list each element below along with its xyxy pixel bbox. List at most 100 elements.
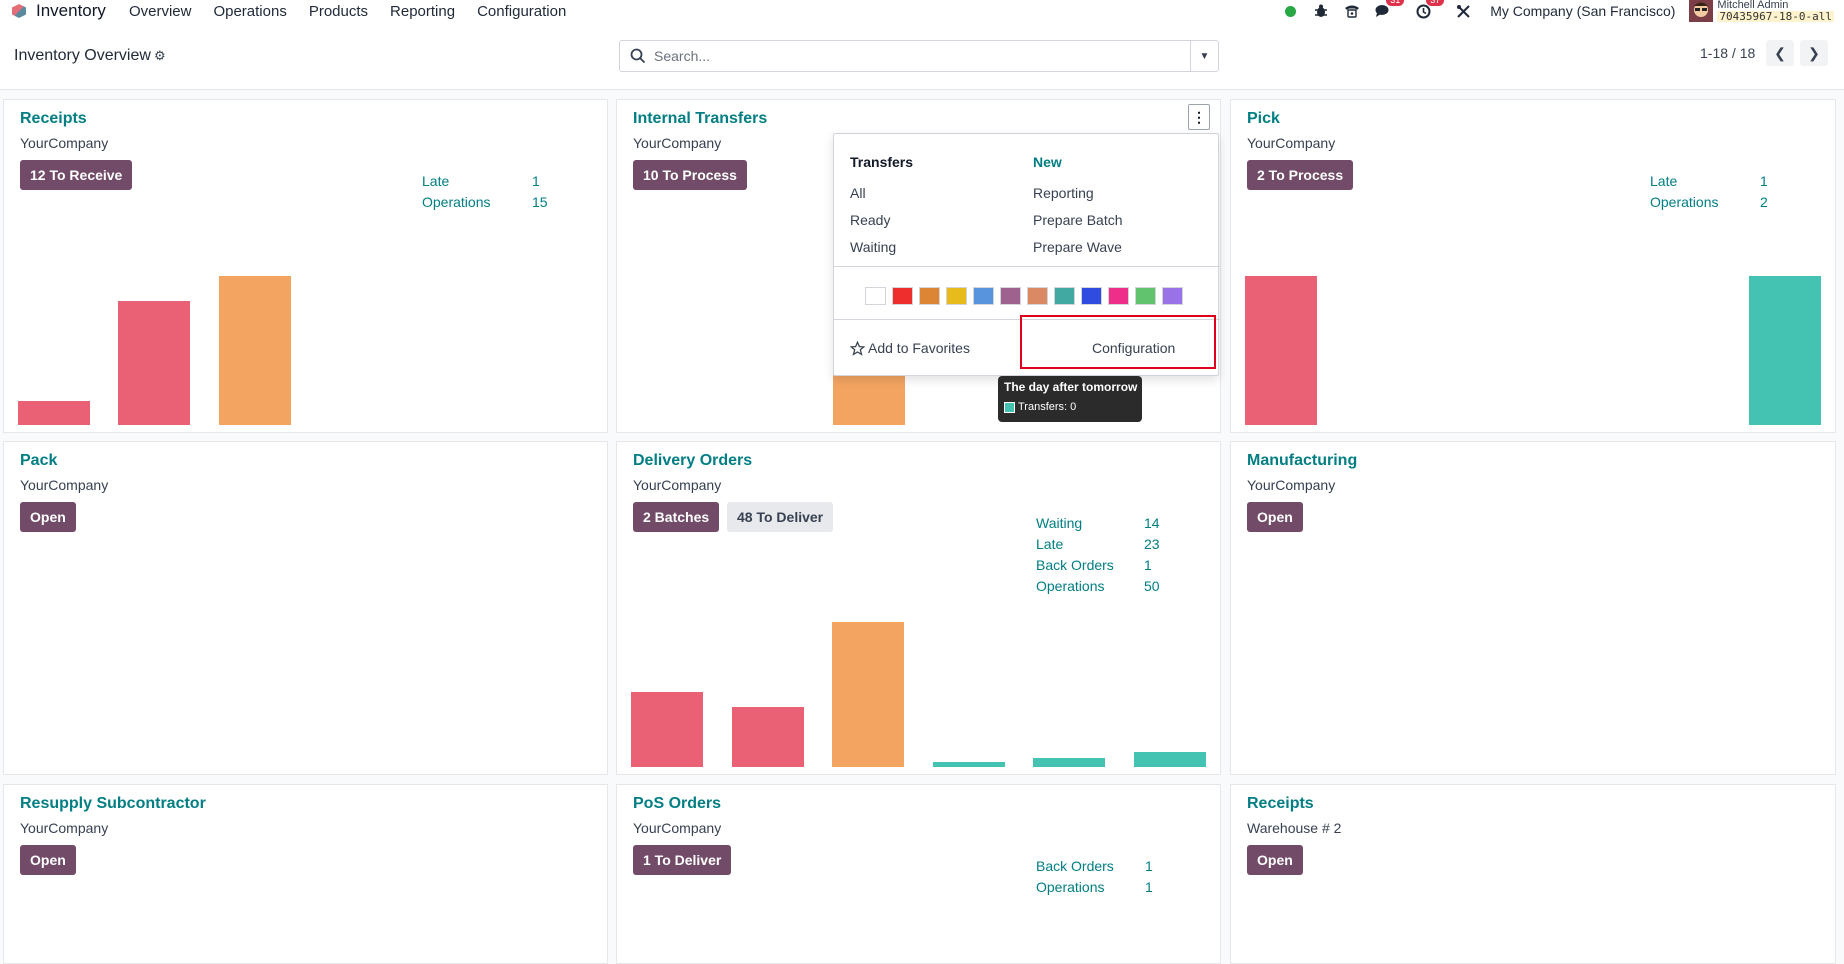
- stat-operations-value[interactable]: 15: [532, 194, 548, 210]
- phone-icon[interactable]: [1341, 0, 1363, 22]
- messages-icon[interactable]: 31: [1372, 0, 1405, 22]
- status-online-icon: [1279, 0, 1301, 22]
- menu-reporting[interactable]: Reporting: [390, 2, 456, 20]
- configuration-item[interactable]: Configuration: [1092, 340, 1176, 356]
- tools-icon[interactable]: [1452, 0, 1474, 22]
- chart-bar[interactable]: [832, 622, 904, 767]
- stat-late-label[interactable]: Late: [1650, 173, 1678, 189]
- to-deliver-button[interactable]: 1 To Deliver: [633, 845, 732, 875]
- open-button[interactable]: Open: [1247, 502, 1303, 532]
- stat-waiting-value[interactable]: 14: [1144, 515, 1160, 531]
- chart-bar[interactable]: [833, 375, 905, 425]
- app-name[interactable]: Inventory: [36, 1, 106, 20]
- color-swatch[interactable]: [1054, 287, 1075, 305]
- stat-operations-label[interactable]: Operations: [1036, 578, 1105, 594]
- color-swatch[interactable]: [1162, 287, 1183, 305]
- batches-button[interactable]: 2 Batches: [633, 502, 720, 532]
- chart-bar[interactable]: [1033, 758, 1105, 767]
- stat-operations-label[interactable]: Operations: [1036, 879, 1105, 895]
- menu-overview[interactable]: Overview: [128, 2, 192, 20]
- color-swatch[interactable]: [919, 287, 940, 305]
- stat-back-orders-label[interactable]: Back Orders: [1036, 557, 1114, 573]
- bug-icon[interactable]: [1310, 0, 1332, 22]
- card-title[interactable]: Delivery Orders: [633, 452, 753, 469]
- to-process-button[interactable]: 2 To Process: [1247, 160, 1354, 190]
- stat-late-label[interactable]: Late: [422, 173, 450, 189]
- prepare-batch-item[interactable]: Prepare Batch: [1033, 212, 1123, 228]
- color-swatch[interactable]: [1135, 287, 1156, 305]
- stat-late-value[interactable]: 23: [1144, 536, 1160, 552]
- transfers-ready-item[interactable]: Ready: [850, 212, 891, 228]
- color-swatch[interactable]: [973, 287, 994, 305]
- chart-bar[interactable]: [1245, 276, 1317, 425]
- menu-operations[interactable]: Operations: [213, 2, 287, 20]
- card-title[interactable]: Receipts: [20, 110, 87, 127]
- chart-bar[interactable]: [1134, 752, 1206, 767]
- to-process-button[interactable]: 10 To Process: [633, 160, 747, 190]
- transfers-waiting-item[interactable]: Waiting: [850, 239, 897, 255]
- card-title[interactable]: Manufacturing: [1247, 452, 1358, 469]
- card-title[interactable]: Internal Transfers: [633, 110, 768, 127]
- add-to-favorites-item[interactable]: Add to Favorites: [850, 340, 970, 356]
- card-title[interactable]: Pack: [20, 452, 58, 469]
- chart-bar[interactable]: [732, 707, 804, 767]
- color-swatch[interactable]: [892, 287, 913, 305]
- search-input[interactable]: [654, 48, 1194, 64]
- card-title[interactable]: Resupply Subcontractor: [20, 795, 206, 812]
- stat-operations-value[interactable]: 1: [1145, 879, 1153, 895]
- pager-previous-button[interactable]: ❮: [1766, 40, 1794, 66]
- card-menu-kebab-icon[interactable]: ⋮: [1188, 104, 1210, 130]
- to-deliver-button[interactable]: 48 To Deliver: [727, 502, 834, 532]
- chart-tooltip: The day after tomorrow Transfers: 0: [998, 376, 1142, 422]
- stat-operations-value[interactable]: 50: [1144, 578, 1160, 594]
- reporting-item[interactable]: Reporting: [1033, 185, 1094, 201]
- user-menu[interactable]: Mitchell Admin 70435967-18-0-all: [1717, 0, 1834, 22]
- color-swatch[interactable]: [946, 287, 967, 305]
- stat-operations-value[interactable]: 2: [1760, 194, 1768, 210]
- chart-bar[interactable]: [18, 401, 90, 425]
- stat-late-label[interactable]: Late: [1036, 536, 1064, 552]
- color-swatch[interactable]: [1081, 287, 1102, 305]
- stat-waiting-label[interactable]: Waiting: [1036, 515, 1083, 531]
- company-switcher[interactable]: My Company (San Francisco): [1490, 3, 1676, 19]
- chart-bar[interactable]: [631, 692, 703, 767]
- menu-products[interactable]: Products: [308, 2, 369, 20]
- chart-bar[interactable]: [1749, 276, 1821, 425]
- to-receive-button[interactable]: 12 To Receive: [20, 160, 133, 190]
- chart-bar[interactable]: [933, 762, 1005, 767]
- stat-operations-label[interactable]: Operations: [1650, 194, 1719, 210]
- stat-back-orders-value[interactable]: 1: [1144, 557, 1152, 573]
- menu-configuration[interactable]: Configuration: [477, 2, 567, 20]
- card-receipts-warehouse-2: Receipts Warehouse # 2 Open: [1230, 784, 1836, 964]
- pager-value[interactable]: 1-18 / 18: [1700, 45, 1756, 61]
- stat-operations-label[interactable]: Operations: [422, 194, 491, 210]
- open-button[interactable]: Open: [20, 845, 76, 875]
- card-title[interactable]: Pick: [1247, 110, 1280, 127]
- transfers-all-item[interactable]: All: [850, 185, 866, 201]
- chart-bar[interactable]: [219, 276, 291, 425]
- stat-late-value[interactable]: 1: [532, 173, 540, 189]
- stat-back-orders-label[interactable]: Back Orders: [1036, 858, 1114, 874]
- color-swatch[interactable]: [1000, 287, 1021, 305]
- inventory-app-icon[interactable]: [12, 4, 26, 18]
- activities-icon[interactable]: 37: [1412, 0, 1445, 22]
- activities-badge: 37: [1426, 0, 1445, 6]
- search-options-toggle[interactable]: ▼: [1190, 41, 1218, 71]
- color-swatch[interactable]: [1027, 287, 1048, 305]
- card-title[interactable]: PoS Orders: [633, 795, 722, 812]
- open-button[interactable]: Open: [1247, 845, 1303, 875]
- card-company: YourCompany: [1247, 135, 1336, 151]
- pager-next-button[interactable]: ❯: [1800, 40, 1828, 66]
- color-swatch[interactable]: [1108, 287, 1129, 305]
- chart-bar[interactable]: [118, 301, 190, 425]
- divider: [834, 266, 1220, 267]
- gear-icon[interactable]: ⚙: [153, 48, 166, 63]
- card-pos-orders: PoS Orders YourCompany 1 To Deliver Back…: [616, 784, 1221, 964]
- user-avatar[interactable]: [1689, 0, 1714, 23]
- prepare-wave-item[interactable]: Prepare Wave: [1033, 239, 1122, 255]
- stat-back-orders-value[interactable]: 1: [1145, 858, 1153, 874]
- stat-late-value[interactable]: 1: [1760, 173, 1768, 189]
- color-swatch[interactable]: [865, 287, 886, 305]
- card-title[interactable]: Receipts: [1247, 795, 1314, 812]
- open-button[interactable]: Open: [20, 502, 76, 532]
